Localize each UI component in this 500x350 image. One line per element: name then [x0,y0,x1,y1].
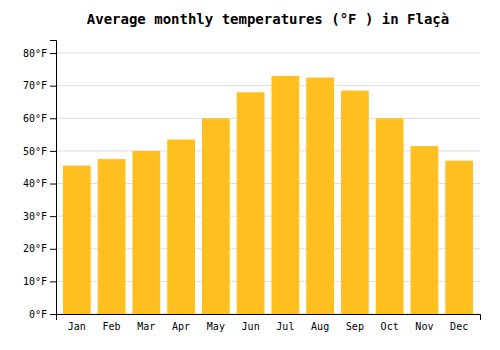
y-tick-mark [50,53,56,54]
y-tick-label: 50°F [23,146,47,157]
title: Average monthly temperatures (°F ) in Fl… [87,11,449,27]
bar [63,166,91,314]
y-tick-mark [50,184,56,185]
x-tick: Jan [68,321,86,332]
x-tick-label: Jun [242,321,260,332]
y-tick: 80°F [23,48,56,59]
x-tick: Apr [172,321,190,332]
y-tick-label: 30°F [23,211,47,222]
x-tick: Oct [381,321,399,332]
grid [56,53,480,314]
chart: 0°F 10°F 20°F 30°F 40°F 50°F 60°F 70°F 80°F Jan Fe… [0,0,500,350]
x-tick-label: Aug [311,321,329,332]
y-tick-mark [50,118,56,119]
y-tick-mark [50,281,56,282]
x-tick: Nov [415,321,433,332]
y-tick: 30°F [23,211,56,222]
y-tick: 70°F [23,80,56,91]
x-tick-label: May [207,321,225,332]
bar [98,159,126,314]
y-tick: 40°F [23,178,56,189]
x-tick-label: Dec [450,321,468,332]
y-tick-label: 20°F [23,243,47,254]
bar [167,139,195,314]
y-axis-line [50,41,57,315]
bars [63,76,473,314]
x-tick-label: Nov [415,321,433,332]
y-tick-mark [50,216,56,217]
x-tick-label: Oct [381,321,399,332]
y-tick-mark [50,249,56,250]
x-tick-label: Apr [172,321,190,332]
x-tick: May [207,321,225,332]
x-tick-label: Jul [276,321,294,332]
y-tick-label: 70°F [23,80,47,91]
bar [306,78,334,314]
y-tick-mark [50,86,56,87]
x-tick: Aug [311,321,329,332]
y-tick-label: 40°F [23,178,47,189]
x-tick-label: Sep [346,321,364,332]
grid-line [56,53,480,54]
grid-line [56,85,480,86]
bar [271,76,299,314]
y-tick-label: 80°F [23,48,47,59]
x-axis: Jan Feb Mar Apr May Jun Jul Aug Sep Oct Nov Dec [57,315,481,333]
y-tick-mark [50,314,56,315]
y-tick-label: 10°F [23,276,47,287]
bar [445,161,473,314]
bar [376,118,404,314]
y-tick-label: 60°F [23,113,47,124]
y-tick-label: 0°F [29,309,47,320]
bar [410,146,438,314]
y-tick: 10°F [23,276,56,287]
bar [341,91,369,314]
x-tick: Mar [137,321,155,332]
x-tick: Jul [276,321,294,332]
y-tick: 0°F [29,309,56,320]
x-tick: Jun [242,321,260,332]
x-tick: Dec [450,321,468,332]
plot: 0°F 10°F 20°F 30°F 40°F 50°F 60°F 70°F 80°F Jan Fe… [23,41,481,333]
x-tick: Feb [103,321,121,332]
grid-line [56,118,480,119]
x-tick: Sep [346,321,364,332]
x-tick-label: Feb [103,321,121,332]
y-tick-mark [50,151,56,152]
x-tick-label: Mar [137,321,155,332]
bar [132,151,160,314]
y-tick: 50°F [23,146,56,157]
bar [237,92,265,314]
y-tick: 20°F [23,243,56,254]
y-axis: 0°F 10°F 20°F 30°F 40°F 50°F 60°F 70°F 80°F [23,41,57,320]
y-tick: 60°F [23,113,56,124]
x-axis-line [57,315,481,321]
x-tick-label: Jan [68,321,86,332]
bar [202,118,230,314]
